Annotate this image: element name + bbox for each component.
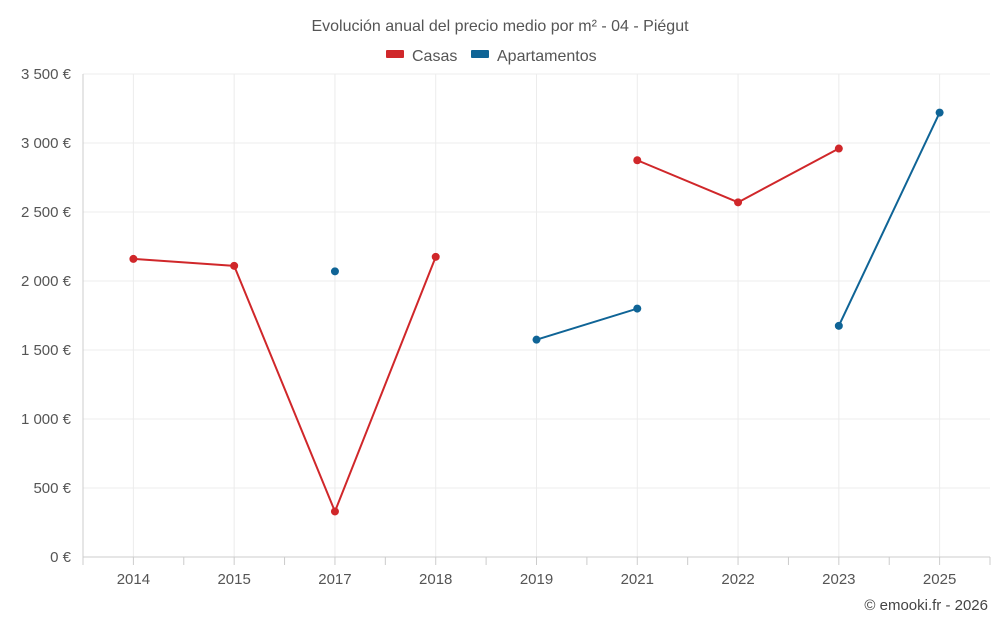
data-point-casas[interactable] xyxy=(431,252,440,261)
x-tick-label: 2025 xyxy=(923,571,956,588)
chart-title: Evolución anual del precio medio por m² … xyxy=(311,18,689,35)
series-casas xyxy=(129,144,843,516)
series-line-casas xyxy=(233,264,336,513)
series-apartamentos xyxy=(330,108,944,344)
series-line-casas xyxy=(132,257,236,267)
data-point-casas[interactable] xyxy=(129,254,138,263)
data-point-apartamentos[interactable] xyxy=(935,108,944,117)
series-line-apartamentos xyxy=(535,307,639,341)
series-line-casas xyxy=(636,159,740,204)
legend-item-apartamentos[interactable]: Apartamentos xyxy=(471,48,597,65)
legend-label-casas: Casas xyxy=(412,48,457,65)
series-line-casas xyxy=(333,255,437,513)
data-point-casas[interactable] xyxy=(330,507,339,516)
data-point-apartamentos[interactable] xyxy=(834,321,843,330)
legend-item-casas[interactable]: Casas xyxy=(386,48,457,65)
x-tick-label: 2021 xyxy=(621,571,654,588)
series-group xyxy=(129,108,944,516)
y-tick-label: 3 500 € xyxy=(21,66,72,83)
legend: Casas Apartamentos xyxy=(386,48,597,65)
x-tick-label: 2014 xyxy=(117,571,150,588)
y-tick-label: 1 500 € xyxy=(21,342,72,359)
y-tick-label: 2 000 € xyxy=(21,273,72,290)
x-tick-label: 2019 xyxy=(520,571,553,588)
legend-label-apartamentos: Apartamentos xyxy=(497,48,597,65)
axes: 0 € 500 € 1 000 € 1 500 € 2 000 € 2 500 € 3 00… xyxy=(21,66,991,588)
data-point-casas[interactable] xyxy=(834,144,843,153)
data-point-casas[interactable] xyxy=(230,261,239,270)
grid xyxy=(83,73,990,557)
data-point-casas[interactable] xyxy=(734,198,743,207)
legend-swatch-casas xyxy=(386,50,404,58)
x-tick-label: 2022 xyxy=(721,571,754,588)
data-point-apartamentos[interactable] xyxy=(532,335,541,344)
y-tick-label: 1 000 € xyxy=(21,411,72,428)
data-point-apartamentos[interactable] xyxy=(330,267,339,276)
x-tick-label: 2023 xyxy=(822,571,855,588)
series-line-apartamentos xyxy=(837,111,941,327)
x-tick-label: 2018 xyxy=(419,571,452,588)
data-point-apartamentos[interactable] xyxy=(633,304,642,313)
y-tick-label: 500 € xyxy=(33,480,71,497)
series-line-casas xyxy=(737,147,840,204)
legend-swatch-apartamentos xyxy=(471,50,489,58)
x-tick-label: 2017 xyxy=(318,571,351,588)
x-tick-label: 2015 xyxy=(217,571,250,588)
data-point-casas[interactable] xyxy=(633,156,642,165)
y-tick-label: 3 000 € xyxy=(21,135,72,152)
y-tick-label: 2 500 € xyxy=(21,204,72,221)
credit-text: © emooki.fr - 2026 xyxy=(864,597,988,614)
y-tick-label: 0 € xyxy=(50,549,72,566)
